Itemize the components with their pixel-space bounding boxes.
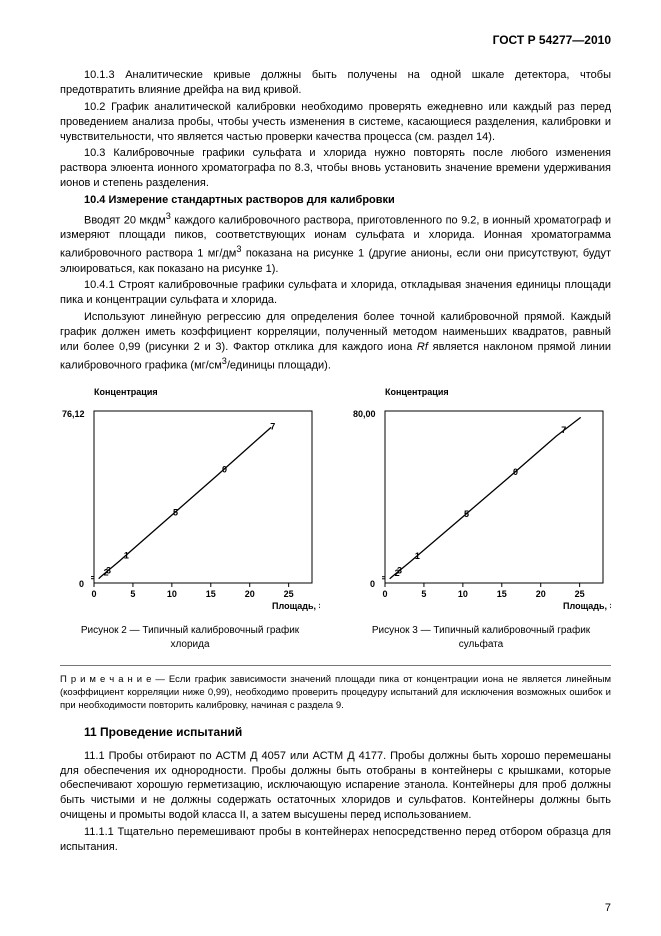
para-11-1: 11.1 Пробы отбирают по АСТМ Д 4057 или А… xyxy=(60,749,611,823)
svg-text:5: 5 xyxy=(130,589,135,599)
figure-3: Концентрация80,000510152025Площадь, × 10… xyxy=(351,383,611,651)
note-text: П р и м е ч а н и е — Если график зависи… xyxy=(60,665,611,712)
heading-11: 11 Проведение испытаний xyxy=(84,724,611,740)
svg-text:15: 15 xyxy=(497,589,507,599)
para-10-5: Используют линейную регрессию для опреде… xyxy=(60,310,611,373)
svg-text:7: 7 xyxy=(270,422,275,432)
svg-text:Концентрация: Концентрация xyxy=(94,387,158,397)
text-frag: Вводят 20 мкдм xyxy=(84,214,166,226)
svg-text:15: 15 xyxy=(206,589,216,599)
figure-2-caption: Рисунок 2 — Типичный калибровочный графи… xyxy=(60,624,320,651)
para-10-3: 10.3 Калибровочные графики сульфата и хл… xyxy=(60,146,611,191)
svg-text:3: 3 xyxy=(397,566,402,576)
svg-text:Площадь, × 10³: Площадь, × 10³ xyxy=(272,601,320,611)
rf-symbol: Rf xyxy=(417,341,428,353)
svg-text:Площадь, × 10³: Площадь, × 10³ xyxy=(563,601,611,611)
svg-text:10: 10 xyxy=(458,589,468,599)
svg-text:5: 5 xyxy=(464,509,469,519)
svg-text:25: 25 xyxy=(575,589,585,599)
svg-text:5: 5 xyxy=(173,508,178,518)
para-11-1-1: 11.1.1 Тщательно перемешивают пробы в ко… xyxy=(60,825,611,855)
svg-text:0: 0 xyxy=(79,579,84,589)
svg-text:Концентрация: Концентрация xyxy=(385,387,449,397)
doc-header: ГОСТ Р 54277—2010 xyxy=(60,32,611,48)
svg-text:20: 20 xyxy=(536,589,546,599)
figure-3-caption: Рисунок 3 — Типичный калибровочный графи… xyxy=(351,624,611,651)
para-10-1-3: 10.1.3 Аналитические кривые должны быть … xyxy=(60,68,611,98)
svg-text:3: 3 xyxy=(106,566,111,576)
svg-text:10: 10 xyxy=(167,589,177,599)
svg-text:0: 0 xyxy=(382,589,387,599)
svg-text:76,12: 76,12 xyxy=(62,409,85,419)
svg-text:0: 0 xyxy=(222,465,227,475)
svg-text:0: 0 xyxy=(91,589,96,599)
svg-text:1: 1 xyxy=(415,551,420,561)
heading-10-4: 10.4 Измерение стандартных растворов для… xyxy=(60,193,611,208)
chart-sulfate: Концентрация80,000510152025Площадь, × 10… xyxy=(351,383,611,613)
figure-2: Концентрация76,120510152025Площадь, × 10… xyxy=(60,383,320,651)
svg-text:25: 25 xyxy=(284,589,294,599)
page-number: 7 xyxy=(605,901,611,916)
svg-text:1: 1 xyxy=(124,551,129,561)
svg-text:20: 20 xyxy=(245,589,255,599)
svg-text:0: 0 xyxy=(513,467,518,477)
svg-text:5: 5 xyxy=(421,589,426,599)
svg-text:80,00: 80,00 xyxy=(353,409,376,419)
para-10-4-1: 10.4.1 Строят калибровочные графики суль… xyxy=(60,278,611,308)
para-10-2: 10.2 График аналитической калибровки нео… xyxy=(60,100,611,145)
svg-text:0: 0 xyxy=(370,579,375,589)
chart-chloride: Концентрация76,120510152025Площадь, × 10… xyxy=(60,383,320,613)
para-10-4-intro: Вводят 20 мкдм3 каждого калибровочного р… xyxy=(60,210,611,277)
svg-text:7: 7 xyxy=(561,425,566,435)
text-frag: /единицы площади). xyxy=(227,359,331,371)
